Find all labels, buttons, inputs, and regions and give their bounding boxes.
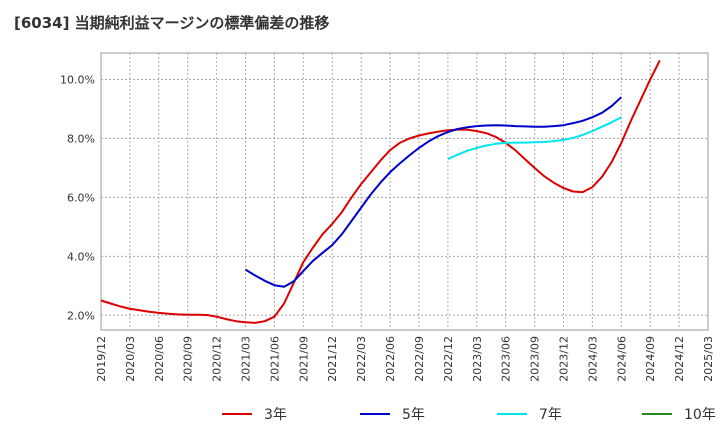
- x-tick-label: 2024/12: [673, 336, 686, 382]
- x-tick-label: 2024/03: [586, 336, 599, 382]
- plot-area: [100, 52, 709, 331]
- series-line-7年: [447, 116, 622, 161]
- y-tick-label: 2.0%: [67, 309, 95, 322]
- series-lines: [100, 59, 661, 324]
- x-tick-label: 2025/03: [702, 336, 715, 382]
- x-tick-label: 2020/09: [182, 336, 195, 382]
- x-tick-label: 2021/12: [326, 336, 339, 382]
- x-tick-label: 2022/03: [355, 336, 368, 382]
- legend-label: 5年: [402, 407, 425, 423]
- x-tick-label: 2023/12: [557, 336, 570, 382]
- legend-label: 7年: [539, 407, 562, 423]
- x-axis-ticks: 2019/12 2020/03 2020/06 2020/09 2020/12 2021/…: [95, 336, 715, 382]
- y-tick-label: 4.0%: [67, 250, 95, 263]
- series-line-5年: [244, 96, 622, 288]
- x-tick-label: 2020/06: [153, 336, 166, 382]
- chart-title: [6034] 当期純利益マージンの標準偏差の推移: [14, 14, 330, 32]
- x-tick-label: 2021/06: [268, 336, 281, 382]
- x-tick-label: 2021/09: [297, 336, 310, 382]
- y-axis-ticks: 2.0% 4.0% 6.0% 8.0% 10.0%: [60, 74, 95, 323]
- y-tick-label: 10.0%: [60, 74, 95, 87]
- legend: 3年 5年 7年 10年: [222, 407, 716, 423]
- x-tick-label: 2022/09: [413, 336, 426, 382]
- x-tick-label: 2022/12: [442, 336, 455, 382]
- x-tick-label: 2020/03: [124, 336, 137, 382]
- x-tick-label: 2021/03: [240, 336, 253, 382]
- x-tick-label: 2022/06: [384, 336, 397, 382]
- legend-label: 10年: [684, 407, 716, 423]
- x-tick-label: 2023/03: [471, 336, 484, 382]
- x-tick-label: 2024/09: [644, 336, 657, 382]
- y-tick-label: 8.0%: [67, 132, 95, 145]
- x-tick-label: 2024/06: [615, 336, 628, 382]
- x-tick-label: 2023/09: [529, 336, 542, 382]
- legend-label: 3年: [264, 407, 287, 423]
- series-line-3年: [100, 59, 661, 324]
- y-tick-label: 6.0%: [67, 191, 95, 204]
- x-tick-label: 2020/12: [211, 336, 224, 382]
- x-tick-label: 2019/12: [95, 336, 108, 382]
- x-tick-label: 2023/06: [500, 336, 513, 382]
